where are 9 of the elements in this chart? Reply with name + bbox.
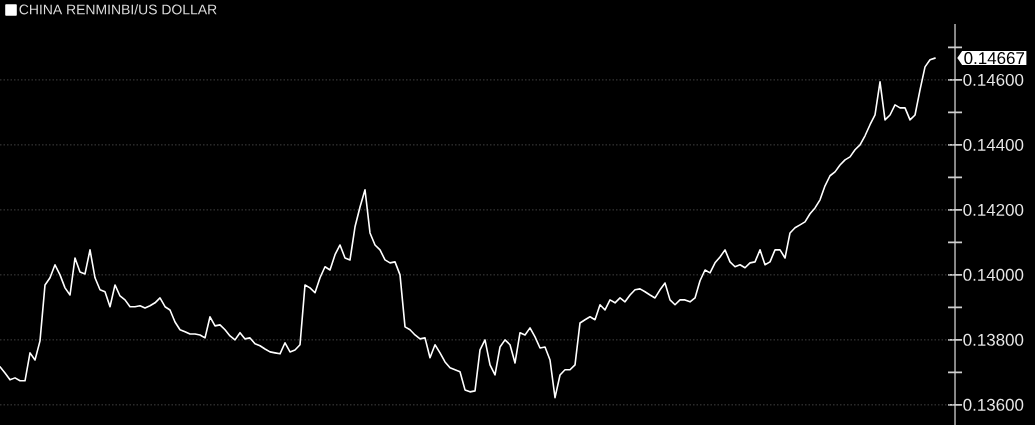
data-label: 0.14667 bbox=[964, 52, 1025, 65]
legend-label: CHINA RENMINBI/US DOLLAR bbox=[19, 4, 217, 15]
y-tick-label: 0.14200 bbox=[963, 203, 1024, 216]
y-tick-label: 0.14400 bbox=[963, 138, 1024, 151]
y-tick-label: 0.13800 bbox=[963, 333, 1024, 346]
y-tick-label: 0.14600 bbox=[963, 73, 1024, 86]
line-series bbox=[0, 57, 936, 399]
y-tick-label: 0.14000 bbox=[963, 268, 1024, 281]
y-tick-label: 0.13600 bbox=[963, 398, 1024, 411]
